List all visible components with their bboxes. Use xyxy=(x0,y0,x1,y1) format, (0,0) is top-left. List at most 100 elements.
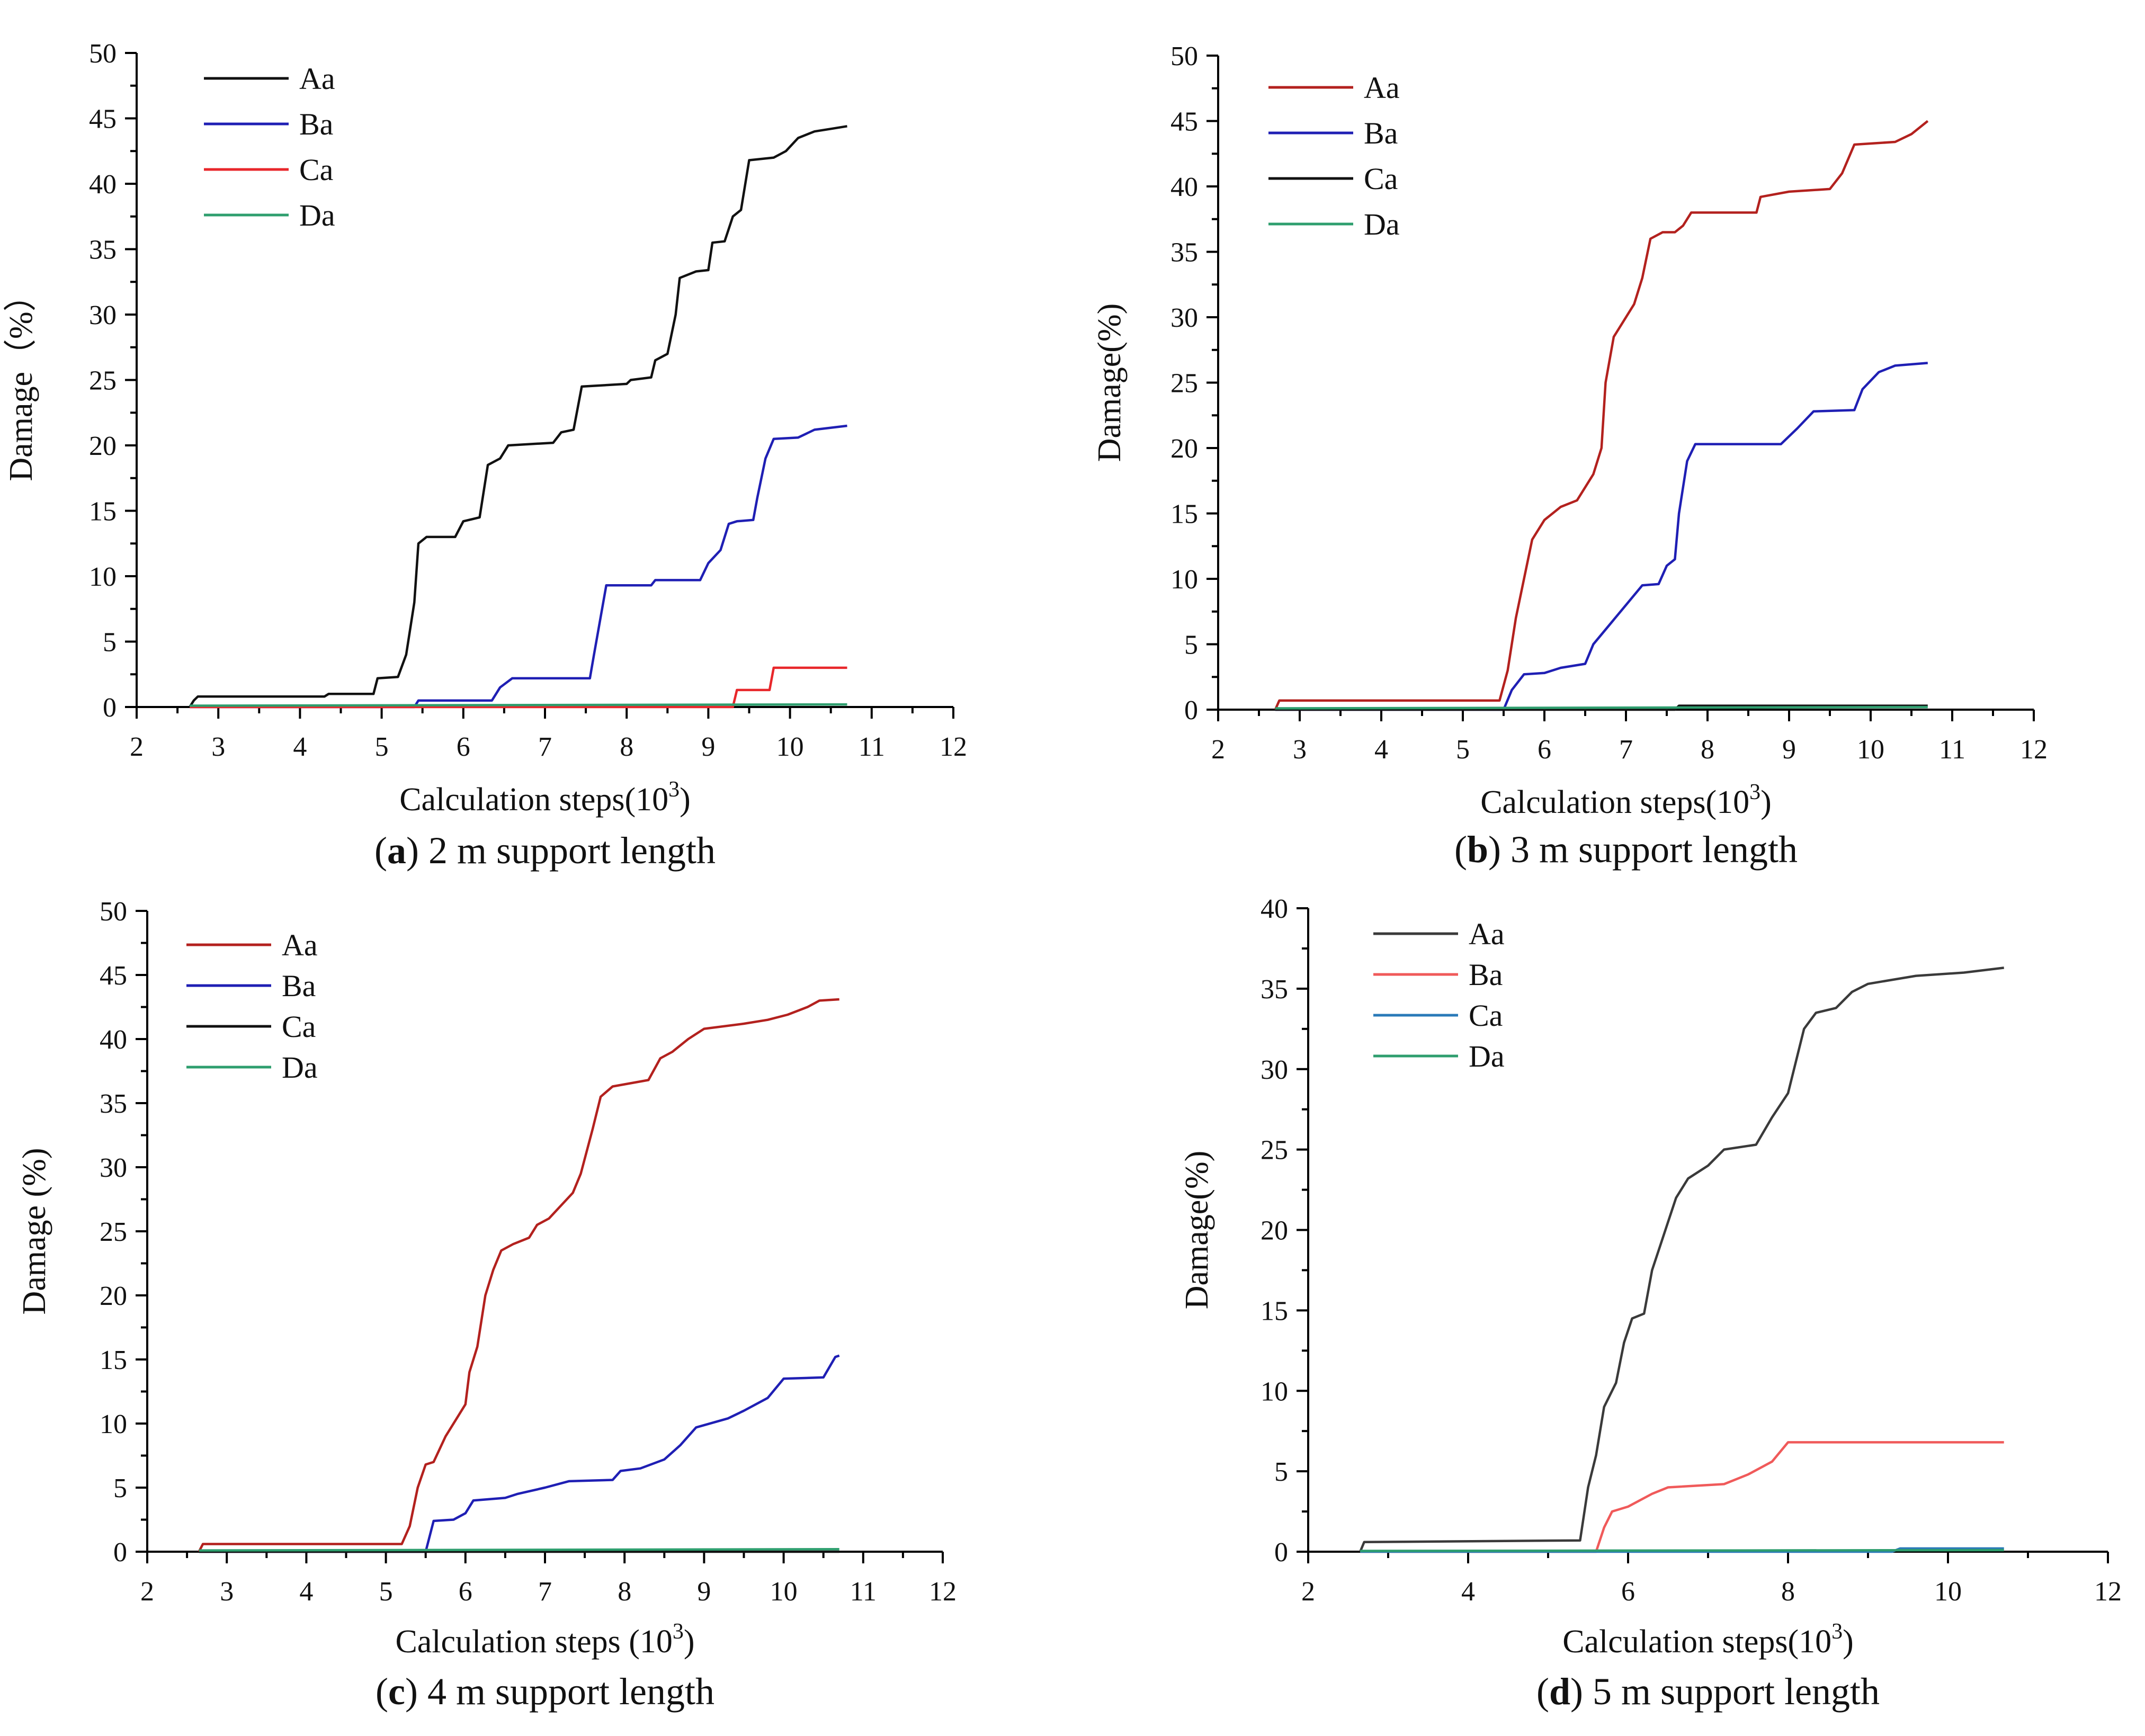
x-tick-label: 9 xyxy=(1782,735,1796,765)
x-axis-title: Calculation steps(103) xyxy=(1562,1619,1854,1660)
y-tick-label: 20 xyxy=(1170,434,1198,464)
y-tick-label: 10 xyxy=(1261,1376,1288,1407)
x-tick-label: 4 xyxy=(1461,1577,1475,1607)
legend-label: Ba xyxy=(299,107,333,141)
y-tick-label: 25 xyxy=(100,1217,127,1247)
series-line-ba xyxy=(199,1354,840,1553)
legend-label: Ca xyxy=(1469,998,1503,1033)
x-tick-label: 2 xyxy=(130,732,144,762)
x-tick-label: 6 xyxy=(1538,735,1551,765)
y-tick-label: 40 xyxy=(1170,172,1198,202)
y-tick-label: 0 xyxy=(1274,1537,1288,1568)
y-tick-label: 50 xyxy=(100,897,127,927)
series-line-ca xyxy=(190,666,847,709)
y-tick-label: 45 xyxy=(100,961,127,991)
panel-caption: (a) 2 m support length xyxy=(374,829,716,872)
series-line-da xyxy=(1360,1549,2004,1552)
legend-label: Aa xyxy=(282,928,318,962)
y-tick-label: 40 xyxy=(100,1025,127,1055)
chart-panel-b: 2 3 4 5 6 7 8 9 10 11 1205101520253035404550AaBaCa… xyxy=(1092,41,2048,871)
y-tick-label: 40 xyxy=(89,169,117,200)
x-tick-label: 5 xyxy=(1456,735,1470,765)
chart-panel-d: 2 4 6 8 10 12 0 5 10 15 20 25 30 35 40 Aa Ba Ca Da Damage(%… xyxy=(1179,894,2122,1713)
x-tick-label: 2 xyxy=(140,1577,154,1607)
y-tick-label: 20 xyxy=(1261,1216,1288,1246)
x-tick-label: 12 xyxy=(2094,1577,2122,1607)
x-tick-label: 9 xyxy=(701,732,715,762)
series-line-da xyxy=(199,1547,839,1552)
legend-label: Da xyxy=(282,1050,318,1085)
y-tick-label: 10 xyxy=(100,1409,127,1439)
y-tick-label: 0 xyxy=(1184,695,1198,726)
panel-caption: (c) 4 m support length xyxy=(376,1670,714,1713)
y-tick-label: 25 xyxy=(89,366,117,396)
x-tick-label: 3 xyxy=(220,1577,234,1607)
x-tick-label: 3 xyxy=(1293,735,1307,765)
legend-label: Da xyxy=(1364,207,1400,241)
panel-caption: (b) 3 m support length xyxy=(1454,828,1798,871)
series-line-da xyxy=(190,703,847,707)
series-line-ba xyxy=(1275,362,1928,711)
y-tick-label: 50 xyxy=(1170,41,1198,71)
y-tick-label: 0 xyxy=(113,1537,127,1568)
x-tick-label: 3 xyxy=(211,732,225,762)
y-tick-label: 15 xyxy=(89,497,117,527)
x-tick-label: 9 xyxy=(697,1577,711,1607)
legend: Aa Ba Ca Da xyxy=(1268,70,1400,241)
legend-label: Ca xyxy=(299,153,333,187)
series-line-ba xyxy=(190,424,847,709)
x-tick-label: 12 xyxy=(2020,735,2048,765)
x-tick-label: 7 xyxy=(538,732,552,762)
series-line-aa xyxy=(198,998,839,1553)
x-tick-label: 7 xyxy=(538,1577,552,1607)
y-tick-label: 30 xyxy=(100,1153,127,1183)
x-tick-label: 5 xyxy=(379,1577,393,1607)
series-line-da xyxy=(1275,705,1928,710)
x-tick-label: 8 xyxy=(620,732,633,762)
legend: Aa Ba Ca Da xyxy=(186,928,318,1085)
x-tick-label: 10 xyxy=(1934,1577,1962,1607)
x-tick-label: 10 xyxy=(1857,735,1884,765)
y-tick-label: 30 xyxy=(1170,303,1198,333)
x-axis-title: Calculation steps(103) xyxy=(1480,780,1772,820)
y-tick-label: 20 xyxy=(100,1281,127,1311)
y-tick-label: 25 xyxy=(1170,369,1198,399)
x-tick-label: 6 xyxy=(459,1577,472,1607)
x-tick-label: 2 xyxy=(1211,735,1225,765)
y-tick-label: 15 xyxy=(1261,1296,1288,1326)
series-line-aa xyxy=(1359,967,2004,1552)
legend-label: Aa xyxy=(1469,917,1505,951)
x-tick-label: 8 xyxy=(1781,1577,1795,1607)
legend-label: Aa xyxy=(1364,70,1400,105)
x-tick-label: 4 xyxy=(299,1577,313,1607)
panel-caption: (d) 5 m support length xyxy=(1536,1670,1880,1713)
legend-label: Ba xyxy=(1364,116,1398,150)
x-tick-label: 6 xyxy=(1621,1577,1635,1607)
x-tick-label: 11 xyxy=(859,732,885,762)
y-tick-label: 50 xyxy=(89,39,117,69)
y-axis-title: Damage (%) xyxy=(16,1148,52,1315)
x-tick-label: 7 xyxy=(1619,735,1633,765)
x-tick-label: 6 xyxy=(457,732,470,762)
legend-label: Da xyxy=(299,198,335,232)
x-tick-label: 5 xyxy=(375,732,389,762)
x-tick-label: 10 xyxy=(776,732,804,762)
legend: Aa Ba Ca Da xyxy=(1373,917,1505,1073)
series-line-ba xyxy=(1360,1441,2004,1553)
x-tick-label: 10 xyxy=(770,1577,798,1607)
legend-label: Ba xyxy=(282,969,316,1003)
legend-label: Da xyxy=(1469,1039,1505,1073)
y-tick-label: 45 xyxy=(1170,107,1198,137)
legend-label: Ba xyxy=(1469,958,1503,992)
y-tick-label: 10 xyxy=(1170,565,1198,595)
legend-label: Aa xyxy=(299,61,335,96)
series-line-aa xyxy=(1274,120,1929,710)
legend-label: Ca xyxy=(1364,162,1398,196)
x-tick-label: 8 xyxy=(1701,735,1714,765)
y-tick-label: 15 xyxy=(100,1345,127,1375)
legend-label: Ca xyxy=(282,1009,316,1044)
y-tick-label: 20 xyxy=(89,431,117,461)
x-tick-label: 4 xyxy=(293,732,307,762)
y-tick-label: 30 xyxy=(1261,1055,1288,1085)
